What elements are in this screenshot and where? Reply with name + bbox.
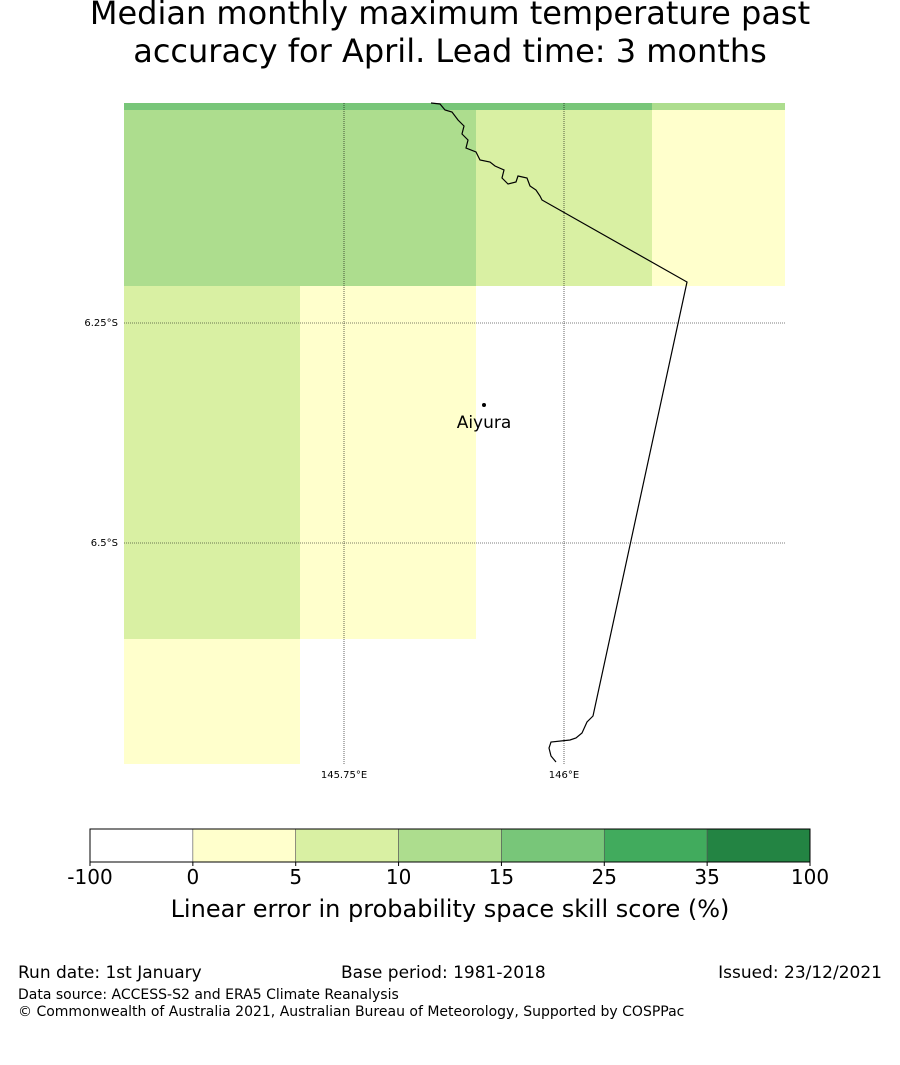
skill-grid — [124, 103, 785, 764]
copyright: © Commonwealth of Australia 2021, Austra… — [18, 1004, 685, 1020]
colorbar-segment — [706, 828, 811, 863]
colorbar-segment — [192, 828, 297, 863]
grid-cell-top-strip-a — [124, 103, 652, 110]
colorbar-segment — [295, 828, 399, 863]
grid-cell-middle-west — [124, 286, 300, 639]
map-title: Median monthly maximum temperature past … — [0, 0, 900, 70]
lat-label-6.25: 6.25°S — [84, 318, 118, 329]
colorbar-tick-label: 100 — [791, 865, 829, 889]
colorbar-tick-label: 25 — [592, 865, 617, 889]
colorbar-tick-label: 15 — [489, 865, 514, 889]
colorbar-tick-label: 35 — [694, 865, 719, 889]
colorbar-tick-label: -100 — [67, 865, 112, 889]
grid-cell-upper-west — [124, 110, 476, 286]
colorbar-tick-label: 0 — [186, 865, 199, 889]
graticule — [124, 103, 785, 764]
title-line-2: accuracy for April. Lead time: 3 months — [133, 32, 767, 70]
colorbar-segment — [603, 828, 708, 863]
grid-cell-upper-east — [652, 110, 785, 286]
colorbar-tick-label: 10 — [386, 865, 411, 889]
lat-label-6.5: 6.5°S — [91, 538, 118, 549]
grid-cell-lower-west — [124, 639, 300, 764]
title-line-1: Median monthly maximum temperature past — [89, 0, 811, 32]
colorbar-segment — [398, 828, 502, 863]
colorbar-label: Linear error in probability space skill … — [171, 895, 730, 923]
coastline-boundary — [430, 102, 688, 763]
grid-cell-middle-center — [300, 286, 476, 639]
colorbar: -100 0 5 10 15 25 35 100 — [67, 828, 829, 889]
run-date: Run date: 1st January — [18, 963, 202, 983]
colorbar-frame — [89, 828, 811, 863]
colorbar-segment — [89, 828, 194, 863]
lon-label-146: 146°E — [549, 770, 579, 781]
place-label: Aiyura — [457, 413, 512, 433]
base-period: Base period: 1981-2018 — [341, 963, 546, 983]
issued-date: Issued: 23/12/2021 — [718, 963, 882, 983]
lon-label-145.75: 145.75°E — [321, 770, 367, 781]
colorbar-segment — [501, 828, 605, 863]
place-marker-dot — [482, 403, 486, 407]
colorbar-tick-label: 5 — [289, 865, 302, 889]
grid-cell-top-strip-b — [652, 103, 785, 110]
data-source: Data source: ACCESS-S2 and ERA5 Climate … — [18, 987, 399, 1003]
